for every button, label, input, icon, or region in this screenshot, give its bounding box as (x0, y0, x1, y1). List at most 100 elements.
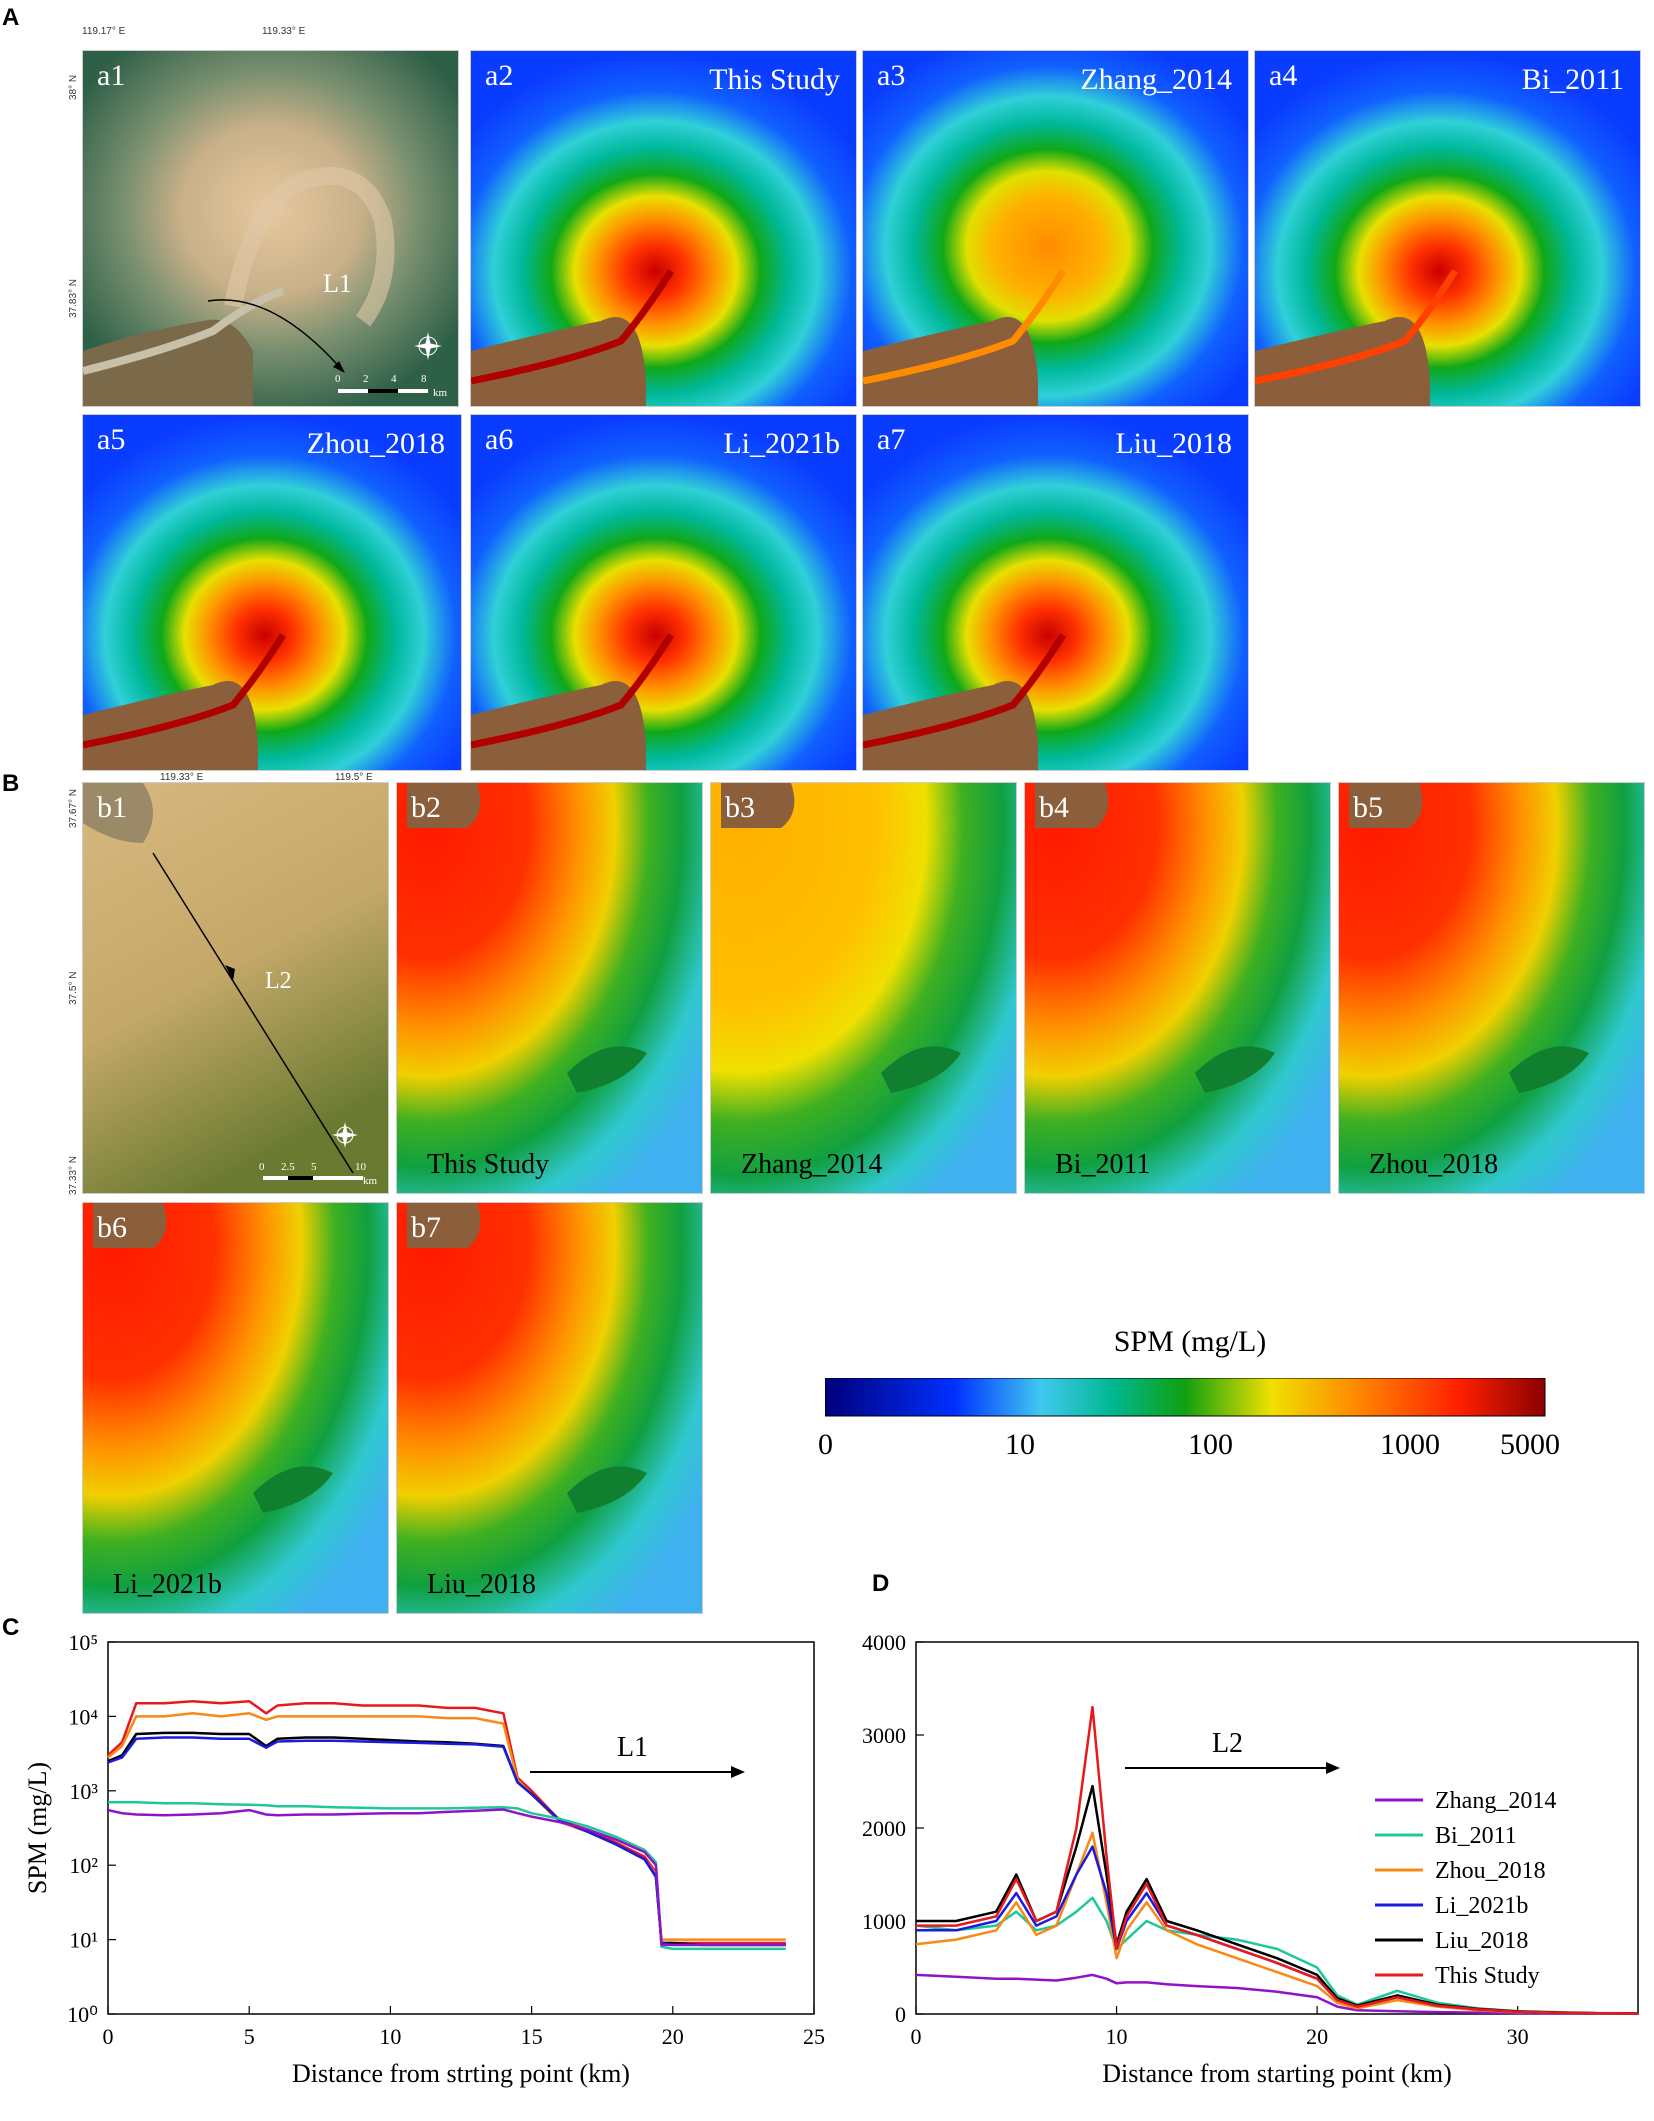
compass-icon (414, 332, 442, 360)
scale-tick-b-5: 5 (311, 1161, 317, 1173)
y-tick-label: 10⁰ (67, 2002, 98, 2027)
chart-d-l2-profile: 0 10 20 30 0 1000 2000 3000 4000 Distance from st… (862, 1630, 1639, 2088)
panel-name-b5: Zhou_2018 (1369, 1149, 1499, 1180)
series-line-this study (916, 1705, 1639, 2015)
series-line-bi-2011 (108, 1801, 786, 1951)
panel-name-a3: Zhang_2014 (1080, 63, 1232, 96)
panel-name-a5: Zhou_2018 (306, 427, 445, 460)
map-b4-spm: b4 Bi_2011 (1024, 782, 1331, 1194)
lat-tick-a1-2: 37.83° N (68, 278, 79, 318)
y-tick-label: 10³ (69, 1779, 98, 1804)
lat-tick-b1-2: 37.5° N (68, 971, 79, 1005)
panel-tag-b6: b6 (97, 1211, 127, 1244)
panel-tag-a5: a5 (97, 423, 126, 456)
compass-icon-b1 (332, 1122, 358, 1148)
panel-name-a2: This Study (709, 63, 840, 96)
x-tick-label: 20 (662, 2024, 684, 2049)
transect-l1-line (207, 299, 344, 372)
legend-label-li-2021b: Li_2021b (1435, 1893, 1528, 1919)
panel-name-b4: Bi_2011 (1055, 1149, 1151, 1180)
panel-tag-b2: b2 (411, 791, 441, 824)
scale-tick-4: 4 (391, 373, 397, 385)
x-tick-label: 15 (521, 2024, 543, 2049)
section-label-c: C (2, 1614, 20, 1641)
transect-arrow-icon (1326, 1762, 1340, 1774)
scale-bar-b1 (263, 1176, 363, 1180)
map-b1-true-color: b1 L2 0 2.5 5 10 km (82, 782, 389, 1194)
lon-tick-a1-2: 119.33° E (262, 26, 306, 37)
series-line-zhou-2018 (107, 1712, 786, 1941)
x-tick-label: 5 (244, 2024, 255, 2049)
panel-tag-a2: a2 (485, 59, 514, 92)
y-tick-label: 4000 (862, 1630, 906, 1655)
map-b2-spm: b2 This Study (396, 782, 703, 1194)
section-label-b: B (2, 770, 20, 797)
lat-tick-b1-3: 37.33° N (68, 1155, 79, 1195)
map-b6-spm: b6 Li_2021b (82, 1202, 389, 1614)
map-a3-spm: a3 Zhang_2014 (862, 50, 1249, 407)
transect-label-l2: L2 (265, 968, 292, 994)
colorbar (825, 1378, 1546, 1417)
panel-name-a7: Liu_2018 (1115, 427, 1232, 460)
x-tick-label: 10 (1106, 2024, 1128, 2049)
panel-tag-a1: a1 (97, 59, 126, 92)
series-line-zhang-2014 (915, 1973, 1639, 2015)
colorbar-tick-1000: 1000 (1380, 1428, 1440, 1461)
legend-label-zhang-2014: Zhang_2014 (1435, 1788, 1556, 1814)
panel-name-b6: Li_2021b (113, 1569, 222, 1600)
colorbar-tick-5000: 5000 (1500, 1428, 1560, 1461)
panel-name-b2: This Study (427, 1149, 550, 1180)
panel-tag-b4: b4 (1039, 791, 1069, 824)
chart-c-l1-profile: 0 5 10 15 20 25 10⁰ 10¹ 10² 10³ 10⁴ 10⁵ Distance fro… (23, 1630, 825, 2088)
series-line-liu-2018 (107, 1731, 786, 1947)
scale-tick-0: 0 (335, 373, 341, 385)
series-line-li-2021b (107, 1736, 786, 1947)
y-tick-label: 10⁵ (68, 1630, 98, 1655)
colorbar-tick-0: 0 (818, 1428, 833, 1461)
y-tick-label: 2000 (862, 1816, 906, 1841)
section-label-a: A (2, 4, 20, 31)
panel-tag-a6: a6 (485, 423, 514, 456)
lon-tick-b1-1: 119.33° E (160, 772, 204, 783)
map-b3-spm: b3 Zhang_2014 (710, 782, 1017, 1194)
x-axis-label: Distance from strting point (km) (292, 2059, 630, 2088)
map-a4-spm: a4 Bi_2011 (1254, 50, 1641, 407)
x-tick-label: 0 (103, 2024, 114, 2049)
colorbar-tick-10: 10 (1005, 1428, 1035, 1461)
plot-frame (107, 1641, 815, 2015)
legend-label-zhou-2018: Zhou_2018 (1435, 1858, 1546, 1884)
transect-label-l1: L1 (323, 269, 352, 298)
lon-tick-b1-2: 119.5° E (335, 772, 373, 783)
map-a2-spm: a2 This Study (470, 50, 857, 407)
x-tick-label: 20 (1306, 2024, 1328, 2049)
legend-label-this study: This Study (1435, 1963, 1540, 1989)
map-a5-spm: a5 Zhou_2018 (82, 414, 462, 771)
colorbar-tick-100: 100 (1188, 1428, 1233, 1461)
panel-name-a6: Li_2021b (723, 427, 840, 460)
y-tick-label: 1000 (862, 1909, 906, 1934)
transect-l2-line (152, 852, 354, 1174)
scale-unit: km (433, 387, 448, 399)
map-b7-spm: b7 Liu_2018 (396, 1202, 703, 1614)
scale-bar (338, 389, 428, 393)
x-tick-label: 25 (803, 2024, 825, 2049)
y-tick-label: 3000 (862, 1723, 906, 1748)
scale-tick-2: 2 (363, 373, 369, 385)
scale-tick-b-2-5: 2.5 (281, 1161, 295, 1173)
series-line-zhang-2014 (107, 1808, 786, 1947)
map-a1-true-color: a1 L1 0 2 4 8 km (82, 50, 459, 407)
y-tick-label: 0 (895, 2002, 906, 2027)
transect-l2-arrow-icon (225, 965, 235, 981)
legend-label-bi-2011: Bi_2011 (1435, 1823, 1517, 1849)
panel-tag-a3: a3 (877, 59, 906, 92)
transect-arrow-icon (731, 1766, 745, 1778)
map-a6-spm: a6 Li_2021b (470, 414, 857, 771)
panel-tag-b1: b1 (97, 791, 127, 824)
scale-unit-b: km (363, 1175, 378, 1187)
x-axis-label: Distance from starting point (km) (1102, 2059, 1451, 2088)
panel-tag-b7: b7 (411, 1211, 441, 1244)
transect-annotation: L1 (617, 1732, 648, 1763)
y-tick-label: 10⁴ (68, 1704, 98, 1729)
map-b5-spm: b5 Zhou_2018 (1338, 782, 1645, 1194)
y-axis-label: SPM (mg/L) (23, 1762, 52, 1894)
